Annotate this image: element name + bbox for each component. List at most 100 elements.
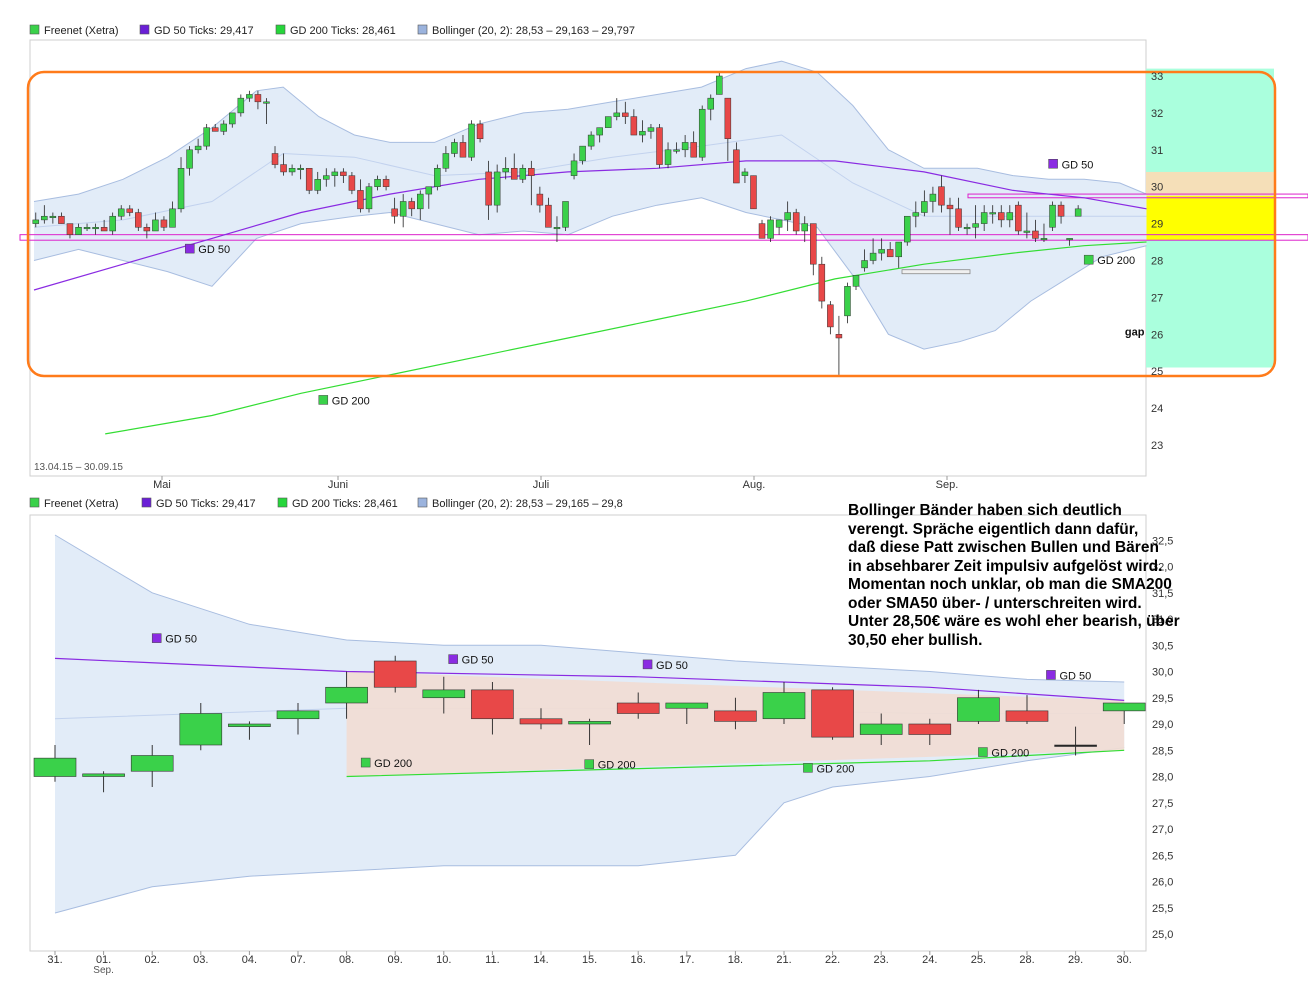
candle [1023, 230, 1031, 233]
candle [955, 208, 962, 228]
candle [382, 179, 390, 187]
candle [1032, 230, 1039, 239]
bollinger-band [34, 61, 1147, 350]
x-tick: 17. [679, 954, 694, 966]
neutral-zone [1146, 171, 1274, 196]
candle [835, 334, 843, 339]
candle [895, 241, 902, 258]
candle [810, 223, 817, 265]
annotation-marker [185, 243, 195, 254]
candle [160, 219, 168, 228]
y-tick: 30,0 [1152, 667, 1173, 679]
y-tick: 28 [1151, 256, 1163, 268]
candle [630, 116, 638, 136]
x-tick: Juli [533, 479, 550, 491]
candle [425, 186, 433, 195]
x-tick: Juni [328, 479, 348, 491]
candle [690, 142, 697, 158]
zone-line [19, 234, 1308, 241]
note-line: in absehbarer Zeit impulsiv aufgelöst wi… [848, 557, 1163, 575]
candle [510, 168, 518, 180]
candle [254, 94, 262, 103]
candle [724, 97, 732, 139]
candle [579, 145, 586, 162]
candle [613, 112, 621, 117]
candle [305, 168, 313, 191]
candle [135, 212, 142, 228]
x-tick: 28. [1019, 954, 1034, 966]
candle [622, 112, 629, 117]
candle [784, 212, 791, 221]
candle [1074, 208, 1082, 217]
candle [434, 168, 441, 187]
candle [639, 131, 646, 136]
candle [325, 686, 368, 704]
note-line: daß diese Patt zwischen Bullen und Bären [848, 539, 1159, 556]
y-tick: 32,0 [1152, 562, 1173, 574]
candle [459, 142, 467, 158]
bollinger-mid [33, 134, 1147, 228]
candle [1005, 710, 1049, 722]
candle [878, 249, 885, 254]
zone-line [967, 193, 1308, 199]
note-line: 30,50 eher bullish. [848, 631, 983, 649]
annotation-label: GD 50 [462, 655, 494, 667]
candle [263, 101, 270, 104]
candle [276, 710, 320, 720]
annotation-marker [360, 757, 371, 768]
legend-entry: GD 50 Ticks: 29,417 [156, 498, 256, 510]
highlight-box [26, 70, 1277, 378]
x-tick: 29. [1068, 954, 1083, 966]
candle [451, 142, 458, 154]
candle [861, 260, 868, 269]
x-tick: 15. [582, 954, 597, 966]
candle [502, 168, 509, 173]
analysis-note: Bollinger Bänder haben sich deutlich ver… [848, 502, 1228, 650]
candle [714, 710, 757, 722]
candle [32, 219, 40, 224]
legend-entry: Freenet (Xetra) [44, 498, 119, 510]
candle [117, 208, 125, 217]
x-tick: Aug. [743, 479, 766, 491]
y-tick: 25 [1151, 366, 1163, 378]
y-tick: 32,5 [1152, 535, 1173, 547]
y-tick: 32 [1151, 108, 1163, 120]
candle [468, 123, 475, 158]
candle [228, 723, 271, 727]
candle [471, 689, 514, 720]
candle [92, 227, 99, 230]
candle [109, 215, 116, 232]
candle [707, 97, 715, 110]
y-tick: 26 [1151, 329, 1163, 341]
candle [568, 721, 611, 725]
candle [998, 212, 1005, 221]
x-tick: 22. [825, 954, 840, 966]
candle [288, 168, 296, 173]
candle [762, 692, 806, 720]
candle [972, 223, 979, 228]
y-tick: 33 [1151, 71, 1163, 83]
annotation-marker [1048, 159, 1058, 169]
bollinger-lower [33, 197, 1147, 350]
candle [818, 263, 826, 302]
y-tick: 25,5 [1152, 903, 1173, 915]
sma200-line [105, 241, 1147, 435]
candle [297, 168, 304, 170]
candle [1006, 212, 1014, 221]
candle [237, 97, 245, 114]
annotation-label: GD 50 [656, 660, 688, 672]
candle [647, 127, 655, 132]
candle [908, 723, 952, 735]
annotation-label: GD 50 [1062, 159, 1094, 171]
x-tick: Sep. [936, 479, 959, 491]
x-tick: 18. [728, 954, 743, 966]
candle [767, 219, 774, 239]
note-line: verengt. Spräche eigentlich dann dafür, [848, 520, 1139, 538]
annotation-label: GD 50 [165, 634, 197, 646]
legend-entry: Bollinger (20, 2): 28,53 – 29,163 – 29,7… [432, 25, 635, 37]
legend-swatch [139, 24, 150, 35]
candle [314, 179, 321, 191]
candle [186, 149, 193, 169]
candle [957, 697, 1000, 722]
candle [980, 212, 988, 224]
